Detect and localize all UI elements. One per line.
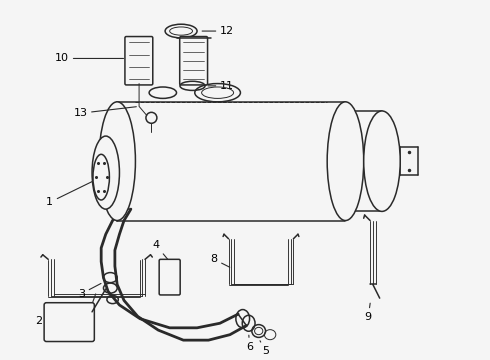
- Text: 4: 4: [152, 240, 168, 260]
- FancyBboxPatch shape: [180, 37, 208, 85]
- Ellipse shape: [99, 102, 135, 221]
- Text: 12: 12: [202, 26, 234, 36]
- Text: 7: 7: [84, 294, 96, 322]
- Text: 5: 5: [260, 341, 269, 356]
- Ellipse shape: [327, 102, 364, 221]
- Ellipse shape: [93, 154, 109, 200]
- Text: 9: 9: [365, 303, 372, 322]
- Text: 2: 2: [35, 316, 47, 326]
- Text: 10: 10: [55, 53, 123, 63]
- Text: 3: 3: [78, 283, 101, 298]
- Text: 1: 1: [46, 178, 98, 207]
- Text: 11: 11: [208, 81, 234, 91]
- Ellipse shape: [92, 136, 120, 209]
- Text: 6: 6: [246, 335, 253, 351]
- FancyBboxPatch shape: [125, 37, 153, 85]
- FancyBboxPatch shape: [159, 259, 180, 295]
- Text: 13: 13: [74, 107, 136, 118]
- Text: 8: 8: [211, 254, 230, 267]
- Ellipse shape: [364, 111, 400, 211]
- FancyBboxPatch shape: [44, 303, 95, 342]
